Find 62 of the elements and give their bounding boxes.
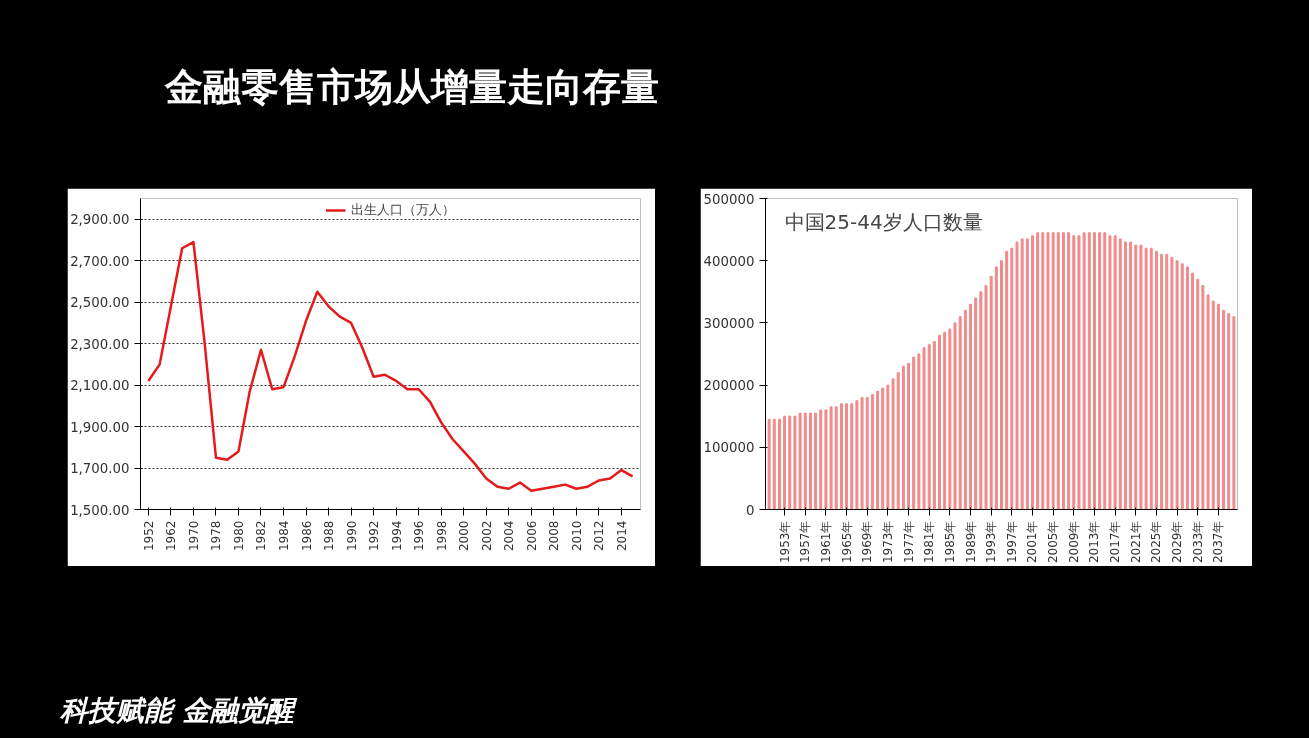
x-tick-label: 1994 — [389, 520, 404, 552]
x-tick-label: 2000 — [457, 520, 472, 552]
y-tick-label: 2,900.00 — [70, 212, 130, 228]
legend-label: 出生人口（万人） — [350, 201, 455, 219]
x-tick-label: 1977年 — [901, 520, 916, 564]
x-tick-label: 2013年 — [1087, 520, 1102, 564]
x-tick-label: 2002 — [479, 520, 494, 552]
x-tick-label: 1982 — [254, 520, 269, 552]
x-tick-label: 2037年 — [1211, 520, 1226, 564]
x-tick-label: 1989年 — [963, 520, 978, 564]
x-tick-label: 2029年 — [1170, 520, 1185, 564]
y-tick-label: 2,100.00 — [70, 378, 130, 394]
x-tick-label: 1997年 — [1004, 520, 1019, 564]
x-tick-label: 1984 — [277, 520, 292, 552]
y-tick-label: 300000 — [703, 315, 755, 331]
x-tick-label: 1981年 — [922, 520, 937, 564]
y-tick-label: 0 — [746, 502, 755, 518]
x-tick-label: 2005年 — [1046, 520, 1061, 564]
line-series — [147, 240, 634, 493]
y-tick-label: 500000 — [703, 191, 755, 207]
x-tick-label: 1978 — [209, 520, 224, 552]
x-tick-label: 2008 — [547, 520, 562, 552]
x-tick-label: 1985年 — [942, 520, 957, 564]
y-tick-label: 2,700.00 — [70, 253, 130, 269]
x-tick-label: 1970 — [186, 520, 201, 552]
x-tick-label: 2004 — [502, 520, 517, 552]
x-tick-label: 2014 — [614, 520, 629, 552]
x-tick-label: 1980 — [231, 520, 246, 552]
x-tick-label: 1957年 — [798, 520, 813, 564]
x-tick-label: 1986 — [299, 520, 314, 552]
y-tick-label: 1,700.00 — [70, 461, 130, 477]
x-tick-label: 1993年 — [984, 520, 999, 564]
x-tick-label: 2009年 — [1066, 520, 1081, 564]
chart-title: 金融零售市场从增量走向存量 — [165, 64, 659, 111]
y-tick-label: 2,300.00 — [70, 336, 130, 352]
x-tick-label: 2033年 — [1190, 520, 1205, 564]
x-tick-label: 1952 — [141, 520, 156, 552]
x-tick-label: 1965年 — [839, 520, 854, 564]
x-tick-label: 2006 — [524, 520, 539, 552]
y-tick-label: 2,500.00 — [70, 295, 130, 311]
x-tick-label: 1953年 — [777, 520, 792, 564]
y-tick-label: 400000 — [703, 253, 755, 269]
y-tick-label: 1,500.00 — [70, 502, 130, 518]
x-tick-label: 2012 — [592, 520, 607, 552]
x-tick-label: 2021年 — [1128, 520, 1143, 564]
x-tick-label: 1990 — [344, 520, 359, 552]
x-tick-label: 1973年 — [880, 520, 895, 564]
x-tick-label: 2001年 — [1025, 520, 1040, 564]
x-tick-label: 1992 — [367, 520, 382, 552]
y-tick-label: 200000 — [703, 378, 755, 394]
x-tick-label: 2010 — [569, 520, 584, 552]
x-tick-label: 1969年 — [860, 520, 875, 564]
x-tick-label: 1998 — [434, 520, 449, 552]
x-tick-label: 1996 — [412, 520, 427, 552]
x-tick-label: 2025年 — [1149, 520, 1164, 564]
x-tick-label: 2017年 — [1108, 520, 1123, 564]
text: 中国25-44岁人口数量 — [784, 209, 983, 234]
x-tick-label: 1962 — [164, 520, 179, 552]
y-tick-label: 1,900.00 — [70, 419, 130, 435]
x-tick-label: 1988 — [322, 520, 337, 552]
y-tick-label: 100000 — [703, 440, 755, 456]
x-tick-label: 1961年 — [818, 520, 833, 564]
